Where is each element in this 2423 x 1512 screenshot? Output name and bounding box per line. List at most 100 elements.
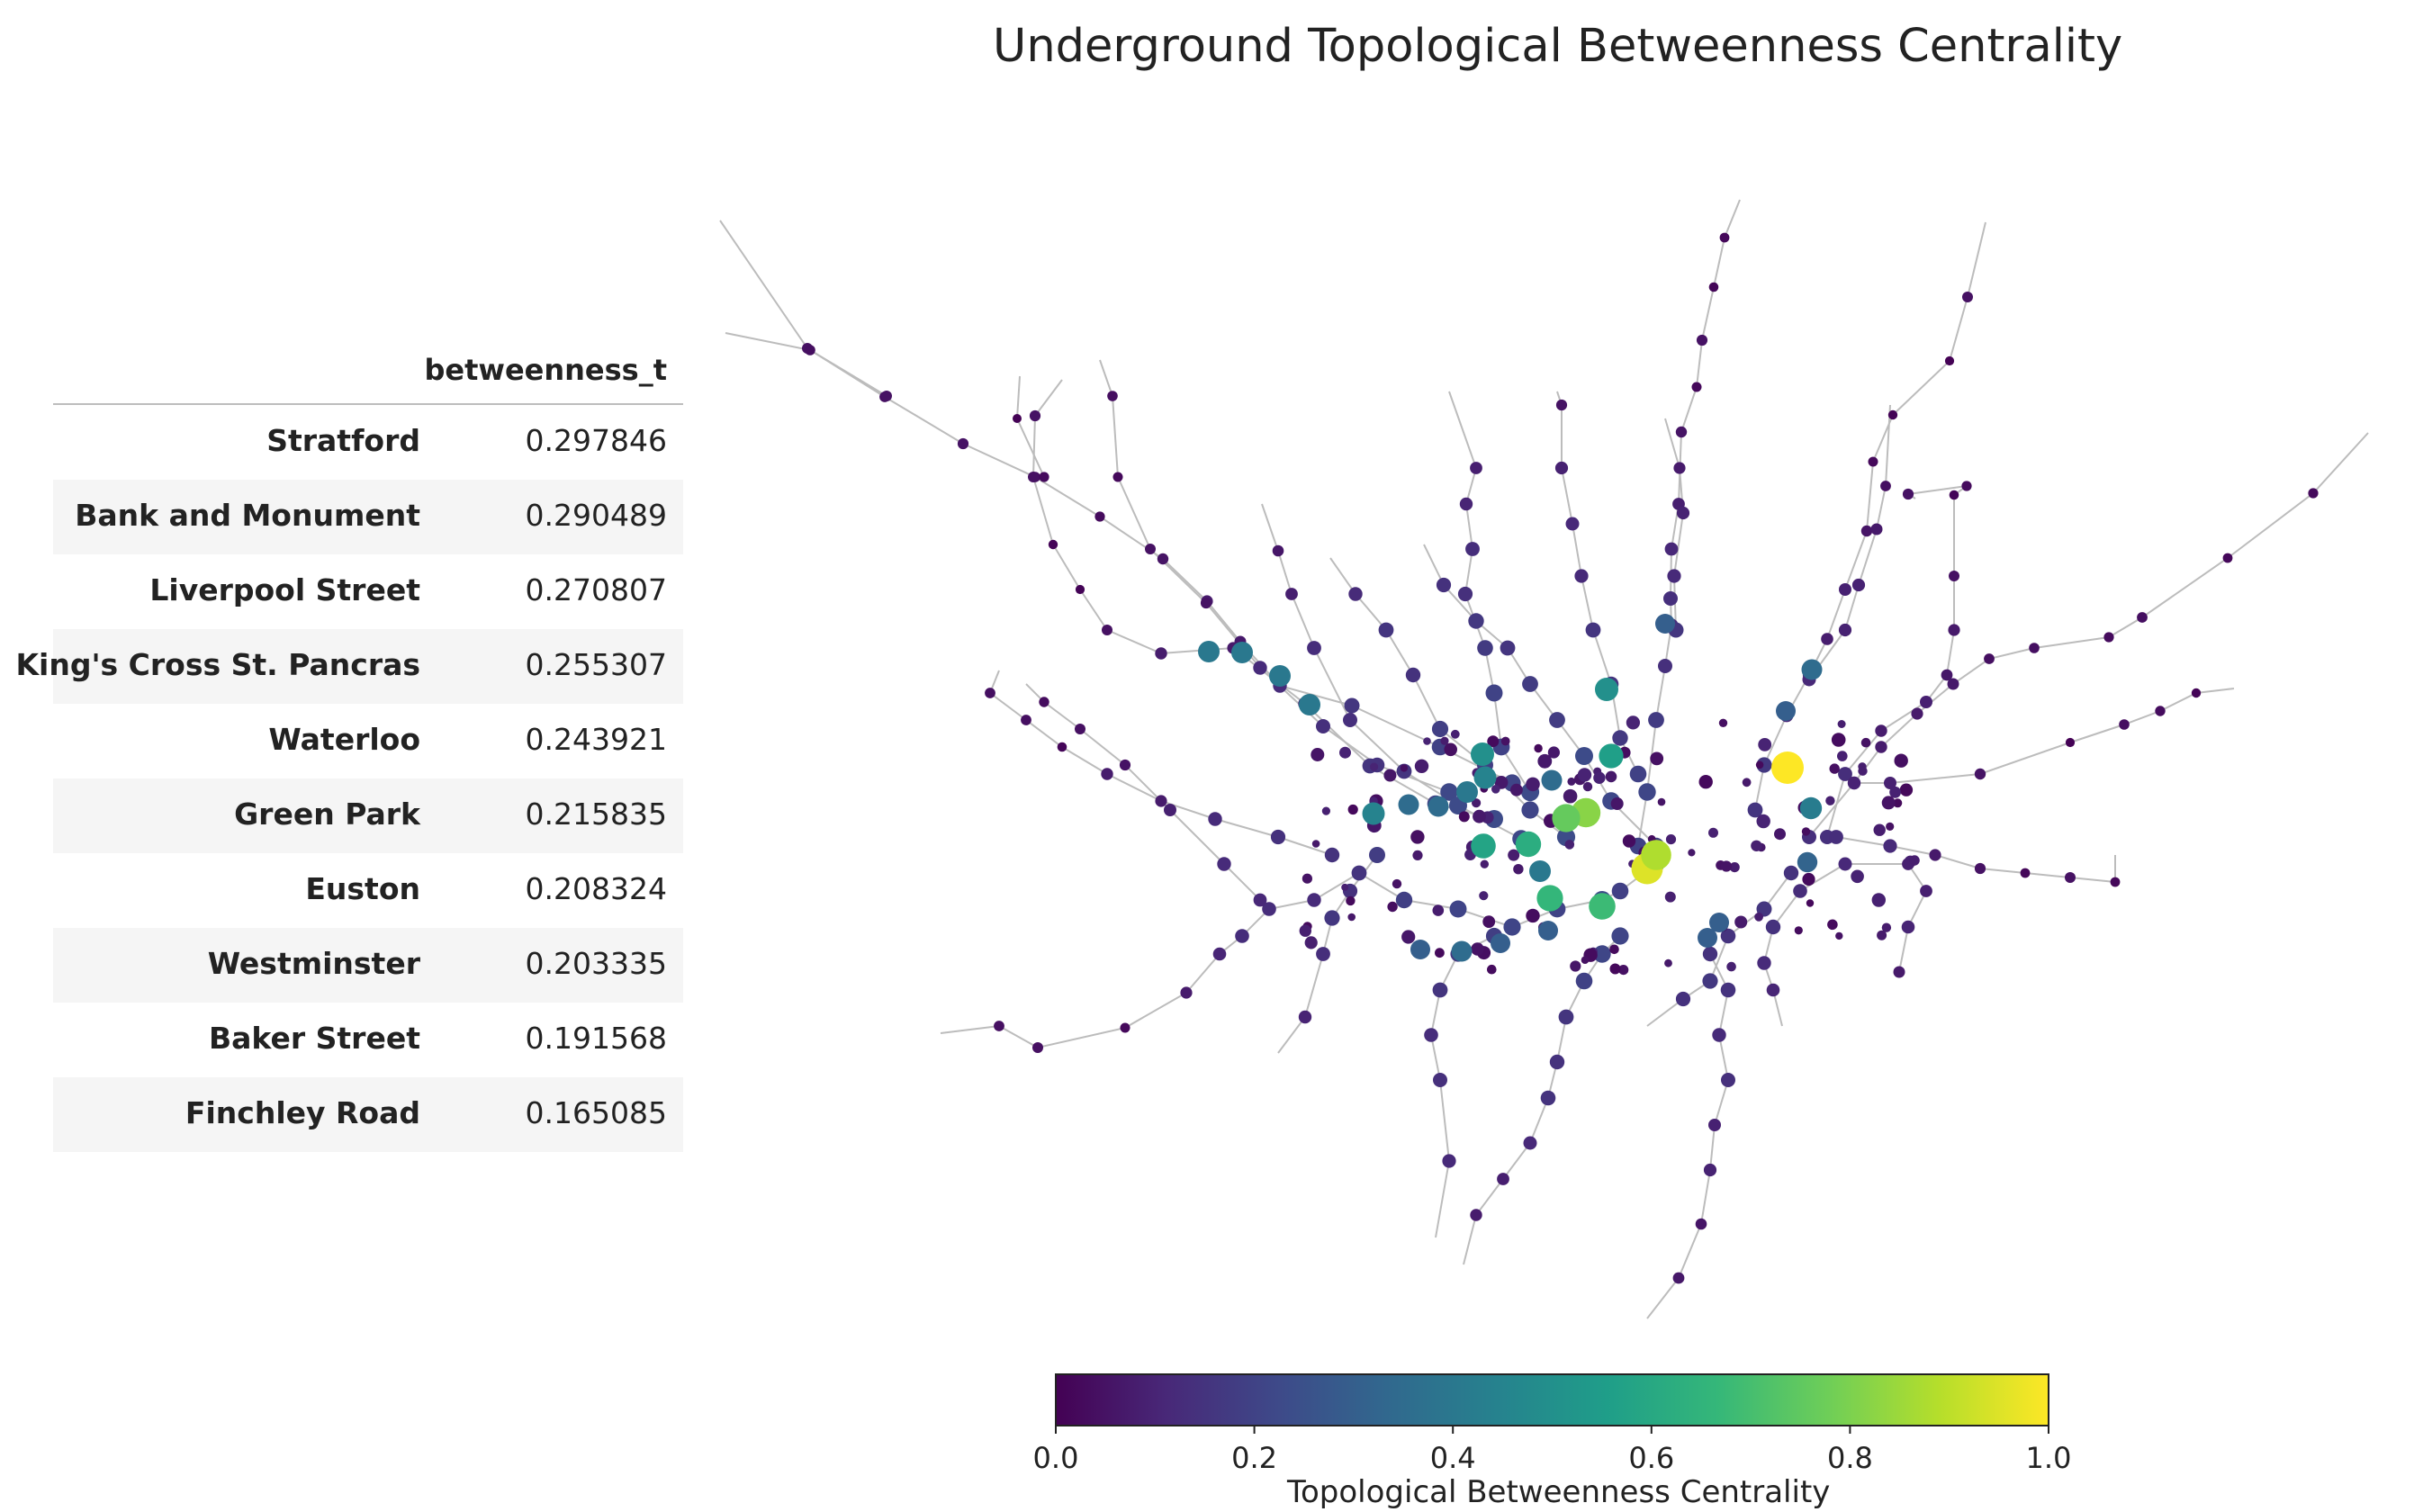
station-node (1708, 282, 1719, 292)
station-node (1075, 724, 1085, 734)
station-node (1521, 801, 1539, 819)
station-node (1688, 849, 1696, 857)
station-node (1622, 834, 1636, 848)
station-name: Waterloo (268, 722, 420, 757)
network-edge (1854, 688, 2235, 784)
station-node-hub (1797, 851, 1818, 873)
station-node (1564, 840, 1575, 850)
station-node (1664, 542, 1679, 556)
station-node (1920, 885, 1932, 897)
station-node (1344, 698, 1360, 714)
station-node (1299, 924, 1312, 937)
colorbar-gradient (1055, 1373, 2049, 1426)
station-node (1510, 783, 1523, 796)
station-node (1695, 1218, 1707, 1230)
colorbar-tick-label: 1.0 (2026, 1441, 2072, 1475)
station-node (1485, 684, 1503, 702)
station-node (1851, 869, 1864, 884)
station-node (2103, 632, 2114, 643)
station-node (1119, 759, 1131, 771)
station-node (957, 437, 969, 450)
station-node-hub (1398, 794, 1419, 815)
station-node (1157, 553, 1169, 565)
station-node (1609, 963, 1621, 975)
station-node (1691, 382, 1702, 392)
station-node (1962, 292, 1973, 302)
station-node (1387, 901, 1398, 913)
station-node (1217, 857, 1231, 871)
station-node (1961, 481, 1972, 491)
station-node-hub (1491, 933, 1510, 953)
station-node (1886, 822, 1895, 832)
station-node (1302, 873, 1312, 884)
station-node (1902, 488, 1914, 500)
station-node (1534, 743, 1543, 753)
station-node (1208, 812, 1222, 826)
station-node (1540, 1090, 1556, 1106)
station-node (1718, 718, 1728, 727)
station-node (1414, 759, 1429, 773)
station-node (2137, 612, 2148, 623)
network-edge (1277, 854, 1378, 1054)
station-node (1672, 1272, 1685, 1284)
station-node (1675, 991, 1691, 1007)
station-node (1465, 542, 1480, 556)
station-node-hub (1776, 701, 1796, 721)
station-node (1304, 936, 1318, 950)
station-node (1270, 829, 1286, 845)
colorbar-tick-label: 0.6 (1628, 1441, 1674, 1475)
network-edge (1754, 221, 1986, 811)
station-node (1442, 1154, 1456, 1168)
station-node (1440, 736, 1449, 745)
chart-title: Underground Topological Betweenness Cent… (993, 20, 2123, 73)
station-node (1574, 569, 1589, 583)
station-node (805, 345, 815, 356)
station-node (2029, 643, 2040, 653)
station-node (1984, 653, 1995, 664)
station-node (1549, 712, 1565, 728)
station-node (1558, 1009, 1574, 1025)
station-node (1949, 571, 1959, 581)
station-node (1873, 824, 1886, 836)
station-node-hub (1529, 860, 1551, 882)
station-node (1676, 506, 1690, 520)
station-node (1665, 834, 1677, 845)
station-node (1432, 982, 1448, 998)
station-node (1370, 762, 1379, 771)
station-node-hub (1515, 831, 1542, 858)
station-node (1347, 804, 1358, 815)
station-node (1758, 738, 1772, 752)
station-node (1702, 946, 1718, 962)
station-node (1754, 912, 1763, 922)
station-node (1436, 577, 1452, 593)
station-node (1911, 707, 1923, 720)
station-node (1487, 964, 1497, 975)
table-row: Finchley Road 0.165085 (53, 1077, 683, 1152)
station-node (1272, 544, 1284, 557)
station-node (1667, 569, 1681, 583)
station-node (1102, 625, 1112, 635)
station-node (1412, 850, 1423, 861)
station-name: Green Park (234, 796, 420, 832)
station-node (1618, 965, 1629, 976)
station-node (1875, 741, 1887, 753)
station-node (1638, 783, 1656, 801)
station-node (1057, 742, 1067, 752)
station-node (1899, 783, 1914, 796)
betweenness-table: betweenness_t Stratford 0.297846 Bank an… (15, 342, 683, 1152)
station-node (2020, 868, 2031, 878)
station-node (1755, 760, 1764, 770)
betweenness-value: 0.297846 (525, 423, 667, 458)
station-node (1881, 922, 1892, 932)
station-node (1575, 972, 1593, 990)
station-node-hub (1269, 665, 1291, 687)
station-name: Westminster (207, 946, 420, 981)
station-node (2065, 872, 2076, 883)
station-node (1719, 232, 1730, 243)
station-node (1048, 539, 1058, 550)
station-node (1567, 777, 1576, 786)
station-node (1321, 806, 1330, 815)
station-node (1316, 719, 1330, 734)
betweenness-value: 0.215835 (525, 796, 667, 832)
